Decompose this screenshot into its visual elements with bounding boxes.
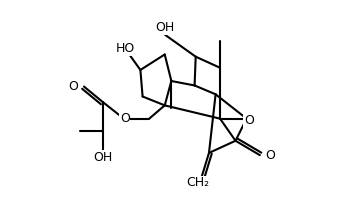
Text: CH₂: CH₂ [186, 176, 209, 189]
Text: OH: OH [93, 151, 112, 164]
Text: HO: HO [115, 43, 135, 56]
Text: O: O [244, 114, 254, 127]
Text: O: O [120, 112, 130, 125]
Text: OH: OH [155, 22, 174, 34]
Text: O: O [265, 149, 275, 162]
Text: O: O [69, 80, 78, 93]
